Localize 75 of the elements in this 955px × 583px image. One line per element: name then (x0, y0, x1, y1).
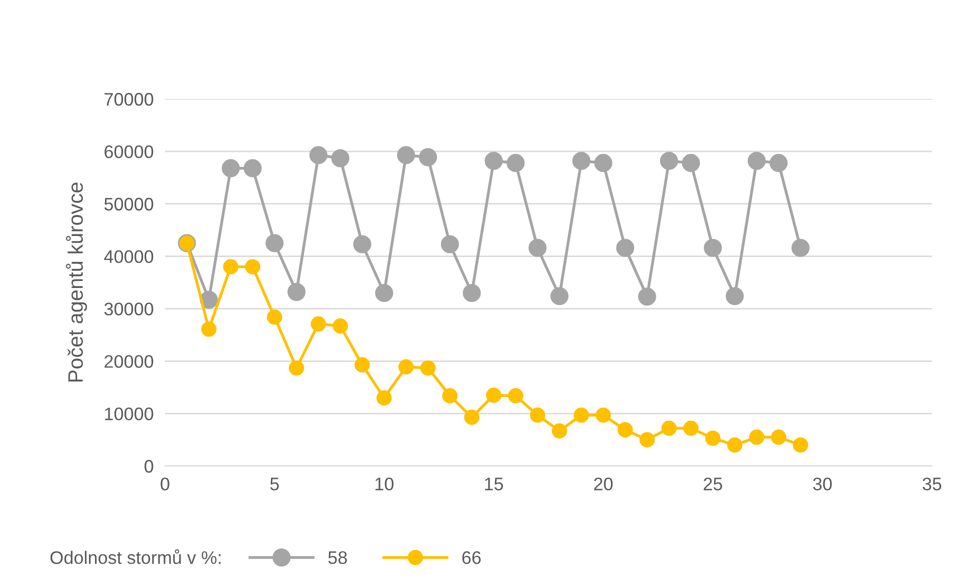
point (594, 154, 612, 172)
point (792, 437, 808, 453)
x-tick-label: 25 (704, 478, 722, 490)
point (440, 235, 459, 254)
point (484, 152, 503, 170)
point (550, 287, 568, 306)
point (397, 146, 416, 164)
legend-label: 66 (462, 551, 481, 564)
point (464, 410, 480, 425)
point (639, 432, 655, 448)
point (310, 316, 326, 332)
point (596, 408, 611, 423)
point (530, 408, 546, 423)
x-tick-label: 0 (160, 478, 170, 490)
point (704, 238, 722, 257)
point (683, 420, 699, 436)
point (528, 238, 547, 257)
point (506, 154, 525, 172)
x-tick-label: 20 (594, 478, 613, 490)
point (244, 159, 262, 178)
legend-title: Odolnost stormů v %: (50, 549, 221, 564)
point (354, 357, 370, 372)
point (618, 422, 633, 438)
point (223, 259, 238, 274)
x-tick-label: 15 (485, 478, 503, 490)
y-tick-label: 10000 (105, 408, 154, 420)
point (420, 360, 436, 376)
point (727, 437, 742, 453)
point (222, 159, 240, 178)
y-tick-label: 0 (144, 460, 154, 473)
point (376, 390, 392, 406)
point (749, 430, 764, 445)
point (288, 360, 304, 376)
point (574, 408, 590, 423)
point (418, 148, 437, 166)
point (682, 154, 700, 172)
y-tick-label: 70000 (104, 92, 154, 106)
point (398, 359, 414, 375)
y-tick-label: 60000 (104, 145, 154, 158)
point (245, 259, 260, 274)
x-tick-label: 30 (813, 478, 832, 490)
point (791, 238, 810, 257)
legend-label: 58 (328, 551, 347, 564)
point (572, 152, 590, 170)
x-tick-label: 10 (375, 478, 394, 490)
point (748, 152, 766, 170)
point (726, 287, 744, 306)
point (705, 430, 720, 446)
point (770, 430, 786, 445)
y-axis-title: Počet agentů kůrovce (66, 182, 88, 382)
point (616, 238, 634, 257)
point (266, 234, 284, 252)
point (375, 284, 394, 302)
point (660, 152, 678, 170)
point (353, 235, 372, 254)
y-tick-label: 50000 (104, 198, 154, 211)
point (201, 322, 216, 337)
point (638, 288, 656, 306)
point (486, 388, 502, 403)
point (661, 420, 677, 436)
point (309, 146, 328, 164)
point (331, 149, 350, 168)
point (770, 154, 788, 172)
y-tick-label: 30000 (104, 302, 154, 316)
x-tick-label: 5 (270, 478, 279, 490)
point (462, 284, 481, 302)
point (508, 388, 524, 404)
point (442, 388, 458, 404)
point (332, 318, 348, 334)
y-tick-label: 40000 (104, 250, 154, 264)
point (266, 309, 282, 325)
point (287, 282, 306, 301)
point (552, 423, 568, 439)
x-tick-label: 35 (922, 478, 942, 490)
y-tick-label: 20000 (104, 355, 154, 368)
